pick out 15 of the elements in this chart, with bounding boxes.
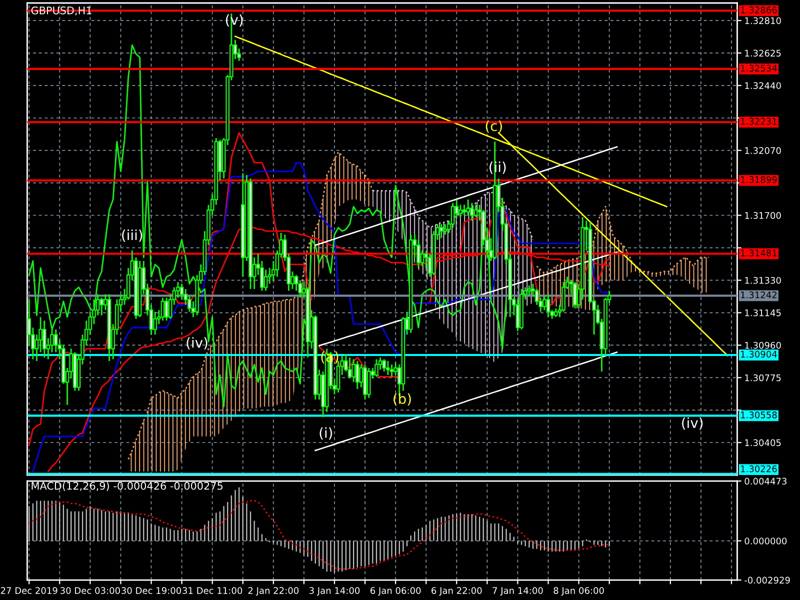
x-tick-label: 2 Jan 22:00 bbox=[248, 587, 299, 596]
y-tick-label: 0.004473 bbox=[744, 478, 786, 485]
x-tick-label: 7 Jan 14:00 bbox=[492, 587, 543, 596]
chart-title: MACD(12,26,9) -0.000426 -0.000275 bbox=[32, 482, 222, 491]
y-tick-label: -0.002929 bbox=[744, 576, 790, 584]
y-tick-label: 0.000000 bbox=[744, 538, 787, 544]
x-tick-label: 8 Jan 06:00 bbox=[554, 587, 604, 596]
x-tick-label: 6 Jan 06:00 bbox=[370, 587, 421, 596]
x-tick-label: 30 Dec 19:00 bbox=[122, 587, 182, 594]
x-tick-label: 31 Dec 11:00 bbox=[182, 587, 242, 594]
x-tick-label: 6 Jan 22:00 bbox=[432, 587, 482, 596]
line-series bbox=[28, 500, 610, 570]
x-tick-label: 30 Dec 03:00 bbox=[60, 587, 120, 594]
x-tick-label: 3 Jan 14:00 bbox=[309, 587, 360, 596]
x-tick-label: 27 Dec 2019 bbox=[0, 587, 58, 594]
